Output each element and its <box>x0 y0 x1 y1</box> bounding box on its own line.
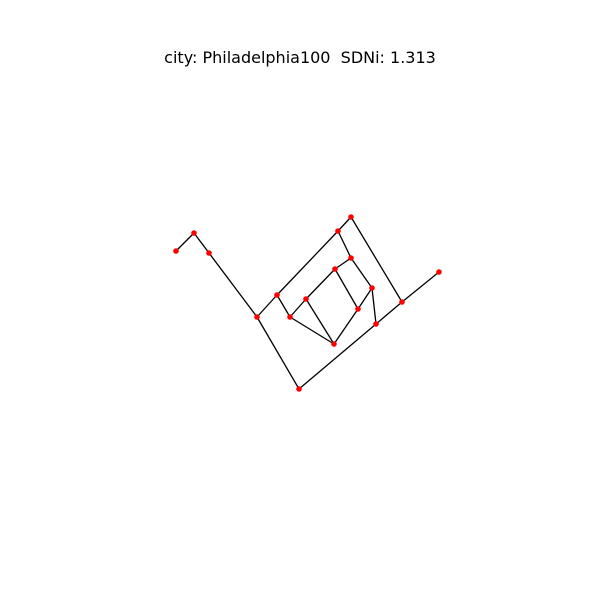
graph-edge <box>334 257 352 270</box>
graph-edge <box>357 287 373 310</box>
graph-edge <box>289 316 335 345</box>
graph-edge <box>401 271 440 303</box>
graph-node <box>173 248 179 254</box>
graph-edge <box>276 294 291 318</box>
graph-edge <box>256 294 278 318</box>
graph-node <box>206 250 212 256</box>
graph-edge <box>350 216 403 303</box>
graph-edge <box>305 268 336 300</box>
graph-node <box>399 299 405 305</box>
graph-edge <box>175 232 195 252</box>
graph-edge <box>276 230 339 296</box>
graph-node <box>274 292 280 298</box>
chart-title: city: Philadelphia100 SDNi: 1.313 <box>164 48 436 67</box>
graph-edge <box>193 232 210 254</box>
graph-edge <box>337 216 352 232</box>
graph-edge <box>256 316 300 390</box>
graph-node <box>348 255 354 261</box>
graph-node <box>303 296 309 302</box>
graph-edge <box>208 252 258 318</box>
graph-edge <box>375 301 403 325</box>
edge-layer <box>175 216 440 390</box>
graph-edge <box>333 308 359 345</box>
graph-node <box>335 228 341 234</box>
graph-edge <box>337 230 352 259</box>
graph-edge <box>371 287 377 325</box>
node-layer <box>173 214 442 392</box>
graph-node <box>436 269 442 275</box>
graph-node <box>348 214 354 220</box>
graph-node <box>191 230 197 236</box>
graph-node <box>373 321 379 327</box>
graph-node <box>369 285 375 291</box>
graph-node <box>332 266 338 272</box>
graph-node <box>331 341 337 347</box>
graph-node <box>296 386 302 392</box>
graph-node <box>254 314 260 320</box>
graph-edge <box>305 298 335 345</box>
graph-node <box>355 306 361 312</box>
graph-node <box>287 314 293 320</box>
graph-edge <box>298 323 377 390</box>
graph-edge <box>350 257 373 289</box>
graph-edge <box>334 268 359 310</box>
graph-edge <box>289 298 307 318</box>
